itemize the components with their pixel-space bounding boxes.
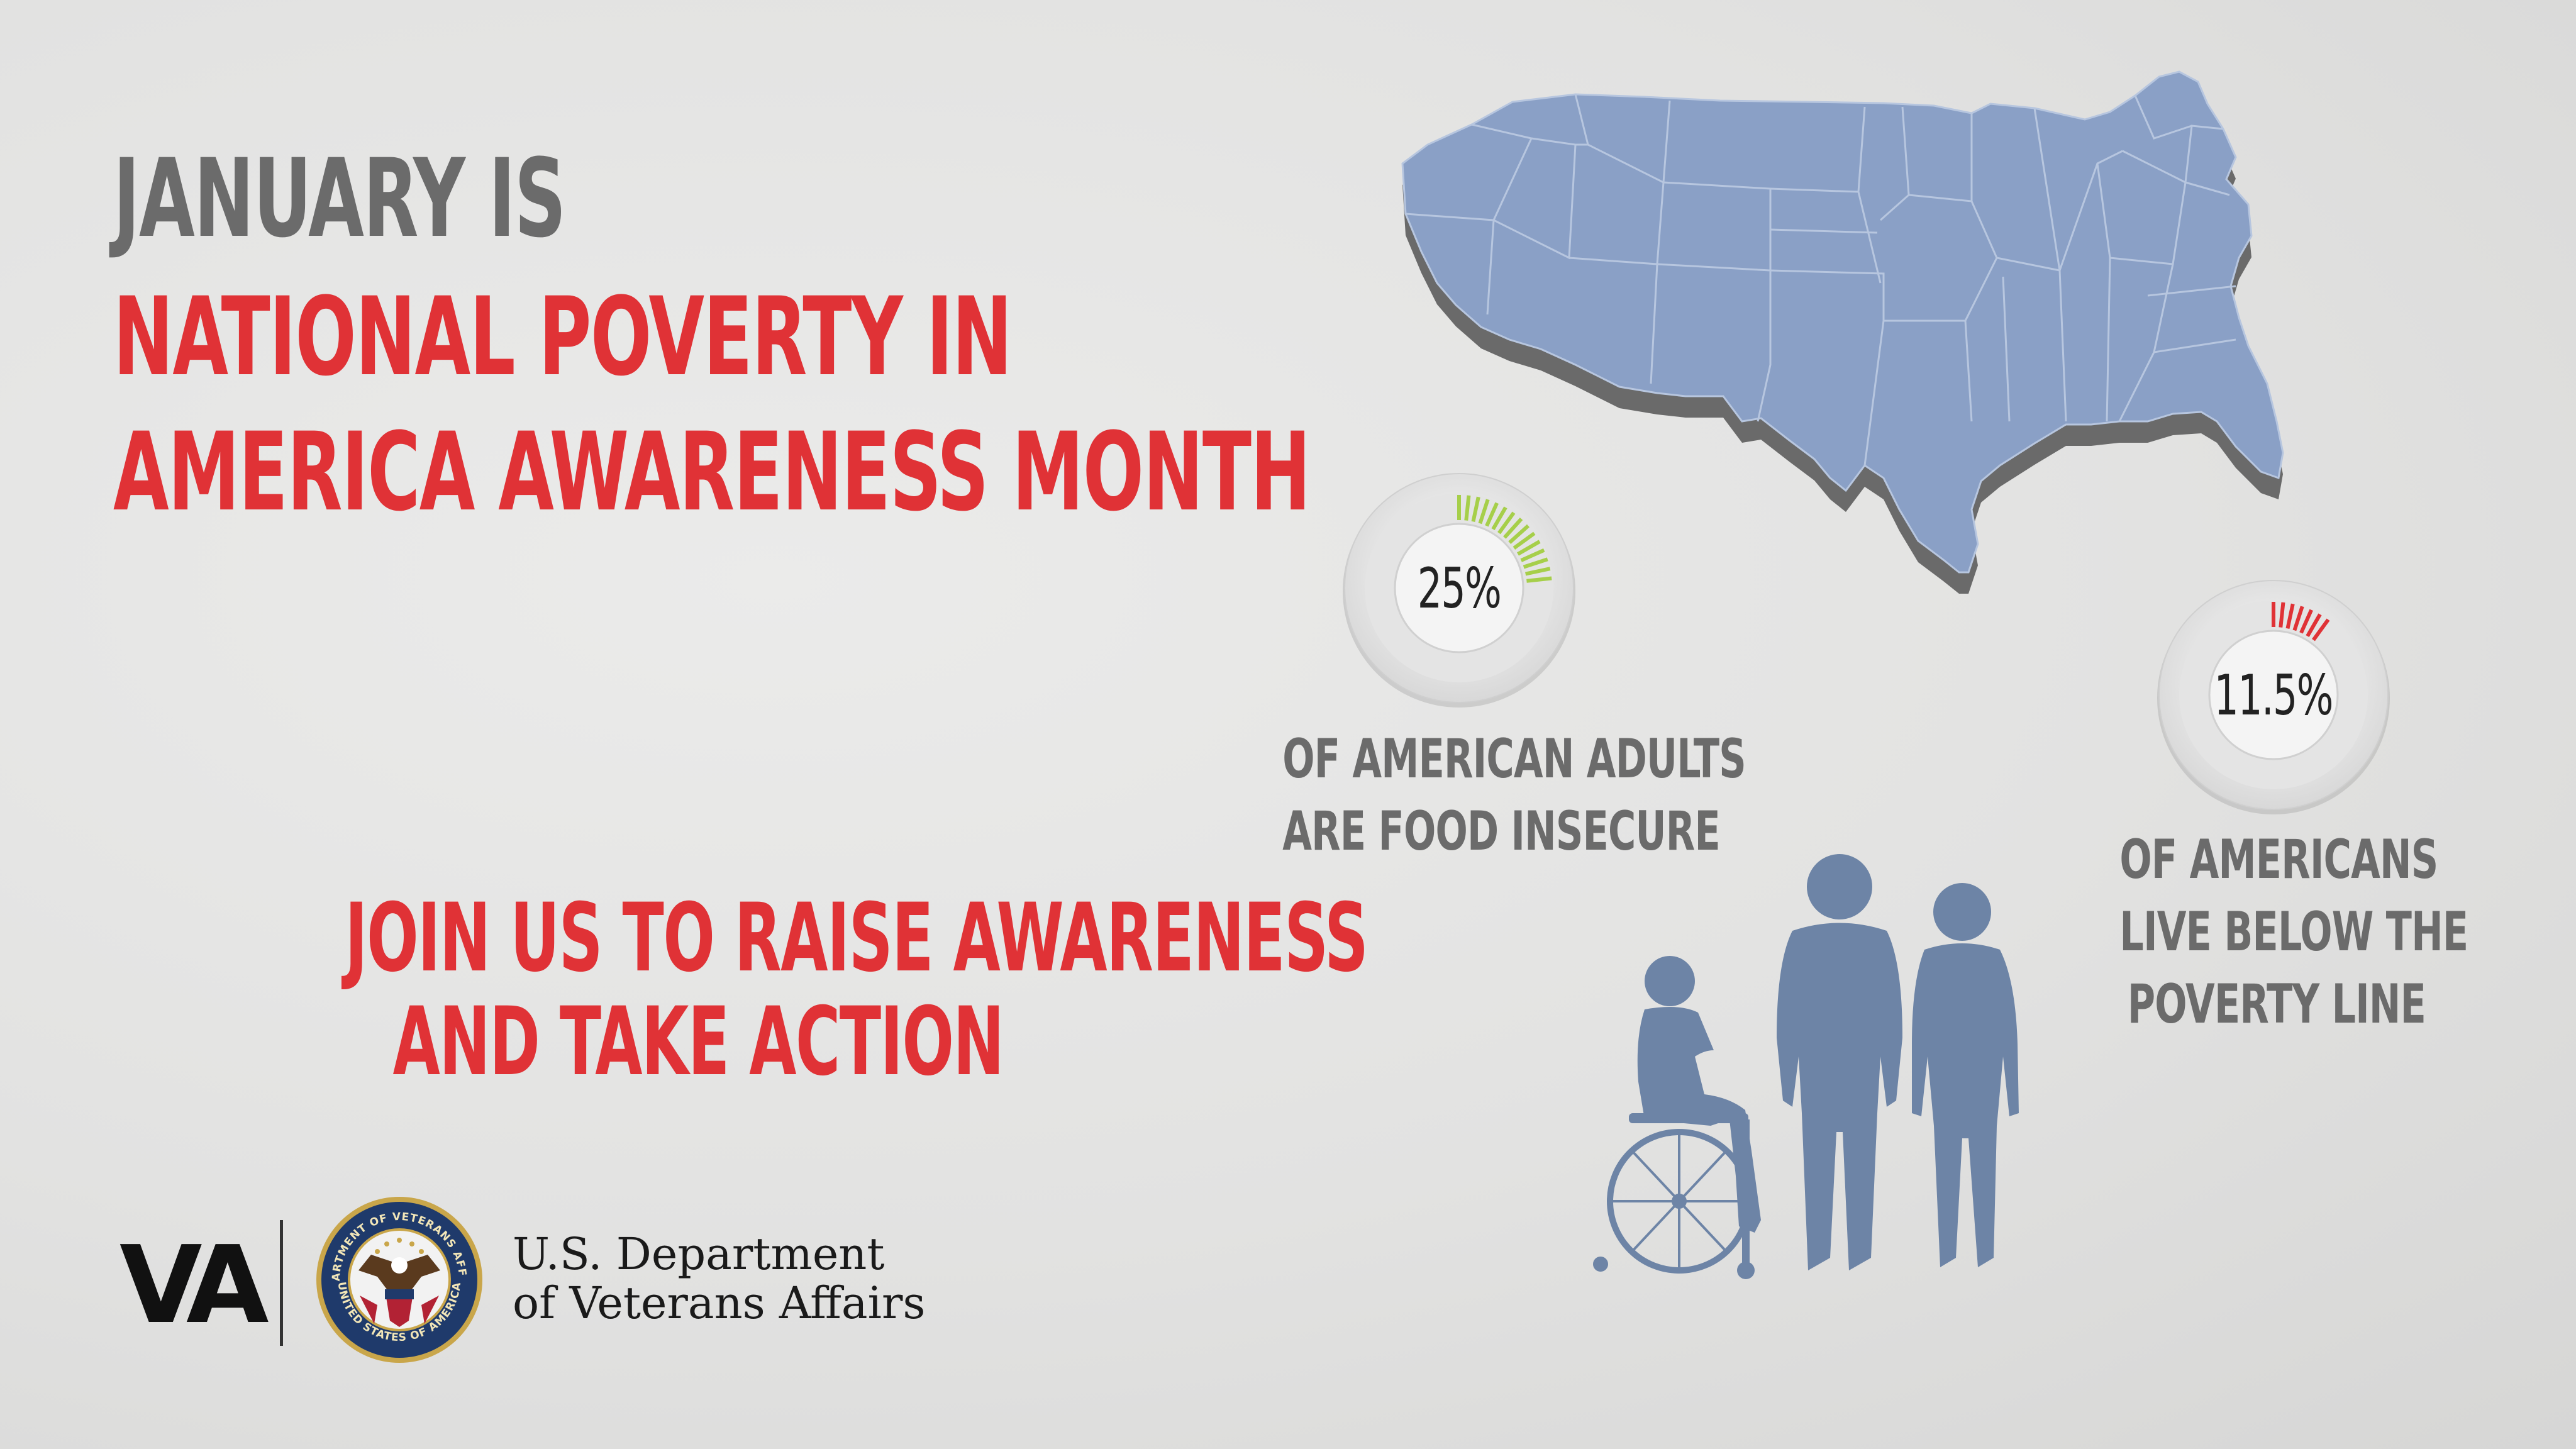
food-insecurity-filled-tick <box>1478 499 1490 525</box>
cta-line-2: AND TAKE ACTION <box>392 987 1004 1097</box>
food-insecurity-filled-tick <box>1526 576 1552 583</box>
logo-divider <box>280 1220 283 1346</box>
food-insecurity-filled-tick <box>1513 531 1536 550</box>
call-to-action: JOIN US TO RAISE AWARENESS AND TAKE ACTI… <box>208 884 1368 1097</box>
va-seal-icon: DEPARTMENT OF VETERANS AFFAIRS UNITED ST… <box>314 1195 482 1363</box>
poverty-rate-filled-tick <box>2279 602 2285 628</box>
poverty-rate-filled-tick <box>2292 606 2304 631</box>
food-insecurity-caption-line-1: OF AMERICAN ADULTS <box>1282 728 1746 791</box>
people-silhouette-icon <box>1593 854 2019 1279</box>
poverty-rate-filled-tick <box>2285 603 2295 629</box>
poverty-rate-filled-tick <box>2306 613 2322 637</box>
poverty-rate-value: 11.5% <box>2214 662 2334 728</box>
food-insecurity-filled-tick <box>1525 567 1551 576</box>
department-name-line-2: of Veterans Affairs <box>513 1277 926 1329</box>
food-insecurity-caption: OF AMERICAN ADULTS ARE FOOD INSECURE <box>1233 723 1746 868</box>
va-logo: VA <box>119 1223 269 1348</box>
food-insecurity-filled-tick <box>1485 502 1499 527</box>
food-insecurity-filled-tick <box>1464 495 1471 521</box>
department-name-line-1: U.S. Department <box>513 1228 885 1280</box>
headline-intro: JANUARY IS <box>113 135 566 262</box>
food-insecurity-filled-tick <box>1523 557 1548 569</box>
poverty-rate-gauge: 11.5% <box>2154 575 2393 814</box>
us-map-icon <box>1401 70 2284 594</box>
poverty-rate-gauge-ring <box>2157 580 2390 814</box>
headline-title-line-1: NATIONAL POVERTY IN <box>113 274 1013 400</box>
poverty-rate-caption-line-2: LIVE BELOW THE <box>2119 901 2468 963</box>
poverty-rate-caption-line-1: OF AMERICANS <box>2119 828 2438 891</box>
food-insecurity-filled-tick <box>1520 548 1545 562</box>
headline-title-line-2: AMERICA AWARENESS MONTH <box>113 409 1311 535</box>
food-insecurity-filled-tick <box>1471 496 1480 522</box>
food-insecurity-value: 25% <box>1417 555 1502 621</box>
food-insecurity-filled-tick <box>1517 540 1541 556</box>
poverty-rate-filled-tick <box>2312 618 2330 641</box>
food-insecurity-filled-tick <box>1497 511 1516 535</box>
poverty-rate-caption-line-3: POVERTY LINE <box>2127 973 2426 1036</box>
cta-line-1: JOIN US TO RAISE AWARENESS <box>345 884 1368 993</box>
poverty-rate-caption: OF AMERICANS LIVE BELOW THE POVERTY LINE <box>2075 824 2478 1041</box>
food-insecurity-gauge: 25% <box>1340 469 1579 708</box>
food-insecurity-gauge-ring <box>1343 473 1575 708</box>
department-name: U.S. Department of Veterans Affairs <box>513 1230 925 1328</box>
food-insecurity-caption-line-2: ARE FOOD INSECURE <box>1282 800 1721 863</box>
food-insecurity-filled-tick <box>1503 518 1523 539</box>
food-insecurity-filled-tick <box>1508 524 1530 544</box>
food-insecurity-filled-tick <box>1491 506 1507 530</box>
poverty-rate-filled-tick <box>2299 609 2313 634</box>
